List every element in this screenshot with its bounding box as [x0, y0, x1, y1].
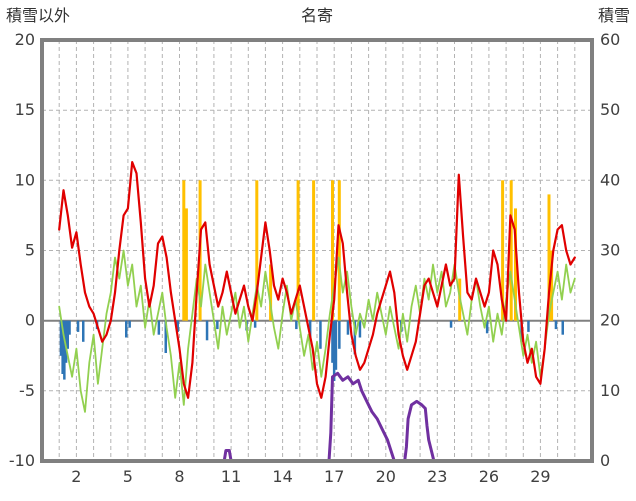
- right-tick-label: 20: [600, 311, 620, 330]
- blue-bar-series-bar: [358, 320, 362, 338]
- purple-line-series: [49, 371, 585, 463]
- green-line-series: [58, 249, 576, 413]
- right-tick-label: 50: [600, 100, 620, 119]
- blue-bar-series-bar: [205, 320, 209, 341]
- left-axis-title: 積雪以外: [6, 6, 70, 25]
- orange-spike-series-bar: [269, 264, 273, 321]
- blue-bar-series-bar: [68, 320, 71, 335]
- orange-spike-series-bar: [547, 194, 551, 321]
- orange-spike-series-bar: [182, 180, 186, 321]
- x-tick-label: 17: [324, 467, 344, 486]
- blue-bar-series-bar: [64, 320, 68, 363]
- orange-spike-series-bar: [312, 180, 316, 321]
- green-line-series-path: [58, 249, 576, 413]
- y-axis-labels-right: 0 10 20 30 40 50 60: [600, 30, 620, 470]
- left-tick-label: -5: [19, 381, 35, 400]
- blue-bar-series-bar: [59, 320, 63, 356]
- blue-bar-series-bar: [561, 320, 564, 335]
- right-tick-label: 30: [600, 241, 620, 260]
- blue-bar-series-bar: [295, 320, 298, 330]
- orange-spike-series-bar: [550, 250, 554, 321]
- left-tick-label: 20: [15, 30, 35, 49]
- orange-spike-series-bar: [296, 180, 300, 321]
- orange-spike-series-bar: [337, 180, 341, 321]
- right-tick-label: 60: [600, 30, 620, 49]
- blue-bar-series-bar: [125, 320, 128, 338]
- left-tick-label: -10: [9, 451, 35, 470]
- blue-bar-series-bar: [331, 320, 334, 363]
- left-tick-label: 15: [15, 100, 35, 119]
- right-tick-label: 10: [600, 381, 620, 400]
- x-tick-label: 2: [71, 467, 81, 486]
- x-tick-label: 26: [479, 467, 499, 486]
- right-tick-label: 40: [600, 170, 620, 189]
- blue-bar-series-bar: [353, 320, 357, 355]
- blue-bar-series-bar: [308, 320, 312, 338]
- orange-spike-series-bar: [331, 180, 334, 321]
- gridlines: [42, 40, 592, 461]
- x-tick-label: 5: [123, 467, 133, 486]
- x-axis-labels: 2 5 8 11 14 17 20 23 26 29: [71, 467, 550, 486]
- blue-bar-series-bar: [82, 320, 85, 342]
- x-tick-label: 14: [272, 467, 292, 486]
- right-tick-label: 0: [600, 451, 610, 470]
- blue-bar-series-bar: [334, 320, 338, 370]
- blue-bar-series-bar: [485, 320, 489, 334]
- blue-bar-series-bar: [76, 320, 80, 332]
- blue-bar-series-bar: [61, 320, 64, 374]
- blue-bar-series-bar: [346, 320, 350, 335]
- purple-line-series-path: [49, 371, 585, 463]
- blue-bar-series-bar: [164, 320, 167, 353]
- right-axis-title: 積雪: [598, 6, 630, 25]
- orange-spike-series-bar: [509, 180, 513, 321]
- blue-bar-series-bar: [216, 320, 219, 330]
- blue-bar-series-bar: [157, 320, 161, 335]
- x-tick-label: 8: [174, 467, 184, 486]
- x-tick-label: 29: [530, 467, 550, 486]
- blue-bar-series-bar: [527, 320, 530, 332]
- red-line-series: [58, 161, 576, 399]
- blue-bar-series-bar: [66, 320, 69, 349]
- left-tick-label: 10: [15, 170, 35, 189]
- orange-spike-series-bar: [501, 180, 505, 321]
- left-tick-label: 0: [25, 311, 35, 330]
- blue-bar-series-bar: [63, 320, 66, 380]
- orange-spike-series-bar: [255, 180, 259, 321]
- blue-bar-series-bar: [128, 320, 131, 328]
- plot-frame: [40, 38, 594, 463]
- chart-title: 名寄: [301, 6, 333, 25]
- y-axis-labels-left: -10 -5 0 5 10 15 20: [9, 30, 35, 470]
- blue-bar-series-bar: [332, 320, 336, 381]
- orange-spike-series-bar: [184, 208, 188, 321]
- blue-bar-series-bar: [319, 320, 322, 349]
- left-tick-label: 5: [25, 241, 35, 260]
- orange-spike-series-bar: [514, 208, 517, 321]
- blue-bar-series-bar: [449, 320, 453, 328]
- blue-bar-series-bar: [176, 320, 179, 332]
- blue-bar-series-bar: [253, 320, 257, 328]
- x-tick-label: 23: [427, 467, 447, 486]
- blue-bar-series-bar: [338, 320, 341, 349]
- x-tick-label: 20: [376, 467, 396, 486]
- x-tick-label: 11: [221, 467, 241, 486]
- red-line-series-path: [58, 161, 576, 399]
- blue-bar-series-bar: [554, 320, 558, 330]
